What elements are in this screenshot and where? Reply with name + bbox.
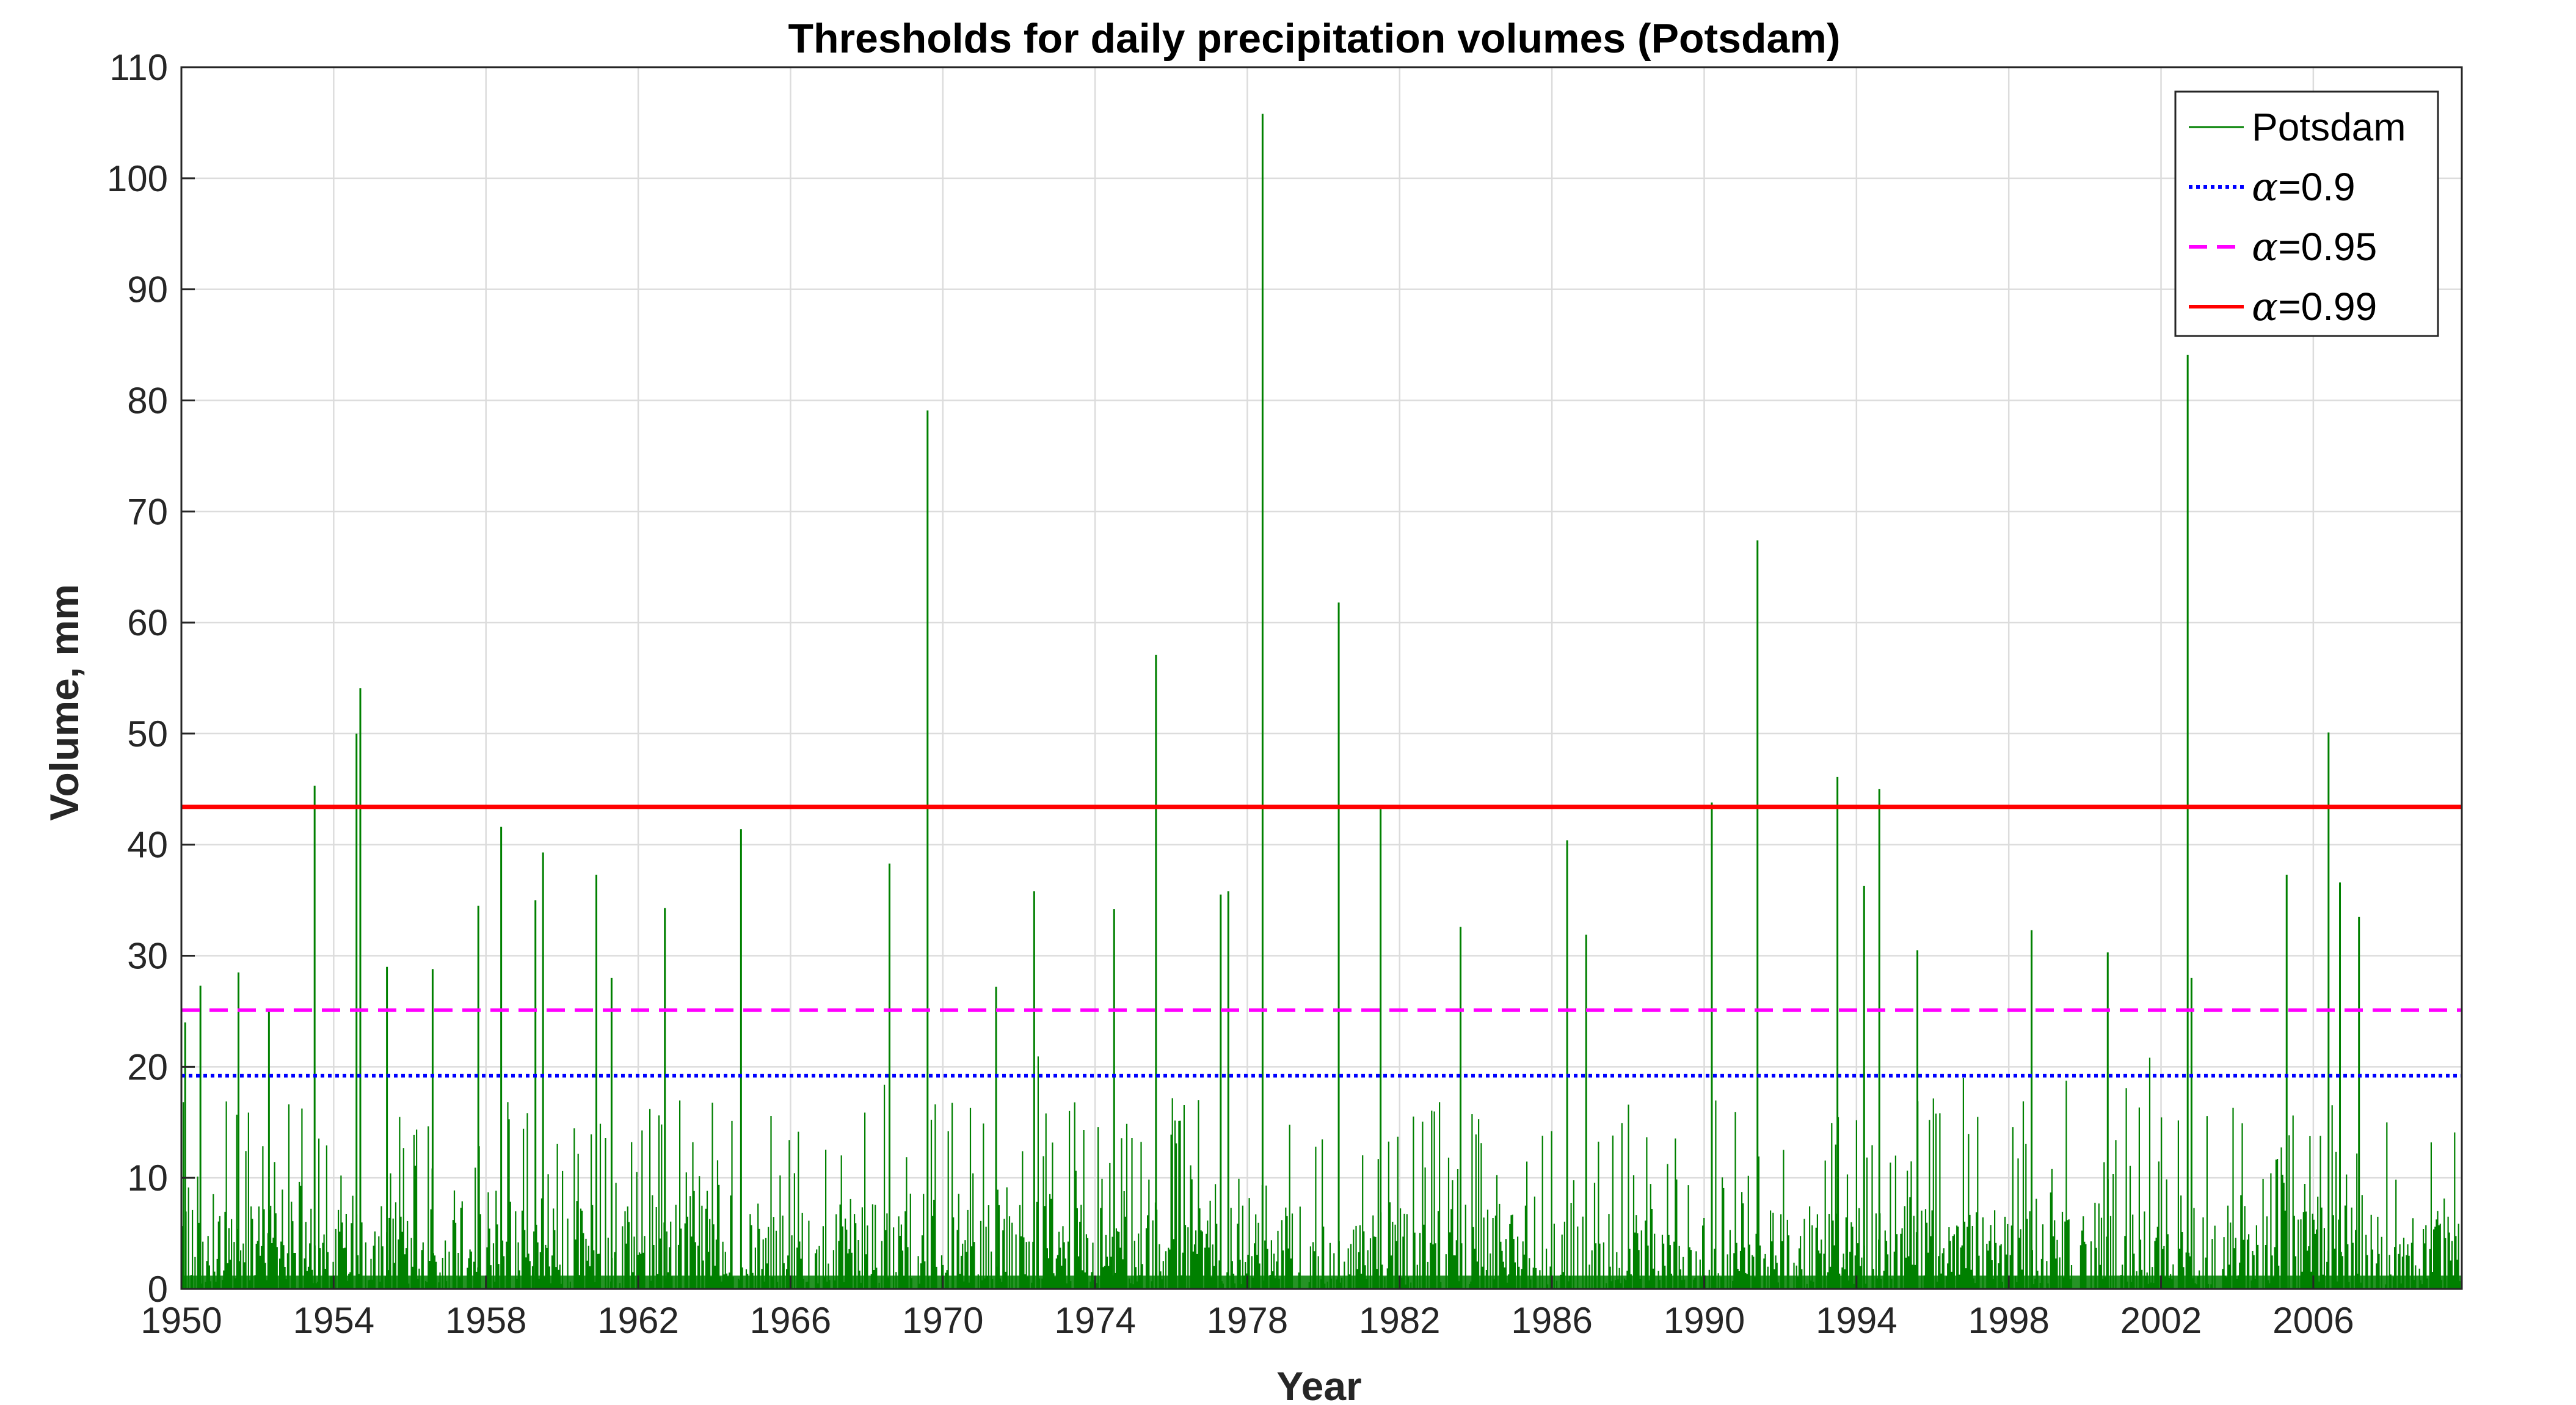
x-tick-label: 1950 <box>140 1300 222 1341</box>
plot-background <box>181 67 2462 1289</box>
legend-entry-3: α=0.99 <box>2252 285 2377 330</box>
x-axis-ticks: 1950 1954 1958 1962 1966 1970 1974 1978 1982 1986… <box>140 1275 2354 1341</box>
potsdam-base-fill <box>181 1275 2462 1289</box>
x-tick-label: 1998 <box>1968 1300 2049 1341</box>
legend-box <box>2174 90 2439 337</box>
y-tick-label: 110 <box>109 47 168 88</box>
x-tick-label: 1954 <box>293 1300 374 1341</box>
legend-entry-0: Potsdam <box>2252 105 2406 149</box>
y-tick-label: 20 <box>127 1046 168 1087</box>
x-tick-label: 1962 <box>597 1300 679 1341</box>
y-tick-label: 80 <box>127 380 168 421</box>
x-axis-label: Year <box>1276 1363 1361 1405</box>
x-tick-label: 1982 <box>1359 1300 1440 1341</box>
x-tick-label: 2002 <box>2120 1300 2202 1341</box>
legend-alpha-symbol: α <box>2252 285 2278 330</box>
plot-area: 1950 1954 1958 1962 1966 1970 1974 1978 1982 1986… <box>107 47 2463 1341</box>
y-tick-label: 10 <box>127 1158 168 1199</box>
x-tick-label: 1974 <box>1054 1300 1135 1341</box>
legend-value-text: =0.9 <box>2278 165 2355 209</box>
y-axis-ticks: 0 10 20 30 40 50 60 70 80 90 100 110 <box>107 47 195 1310</box>
y-tick-label: 0 <box>148 1269 168 1310</box>
y-axis-label: Volume, mm <box>42 584 87 821</box>
legend-entry-2: α=0.95 <box>2252 225 2377 270</box>
plot-frame <box>180 66 2463 1290</box>
y-tick-label: 30 <box>127 936 168 977</box>
x-tick-label: 1958 <box>445 1300 526 1341</box>
x-tick-label: 1990 <box>1664 1300 1745 1341</box>
grid <box>180 66 2462 1290</box>
legend-alpha-symbol: α <box>2252 225 2278 270</box>
y-tick-label: 90 <box>127 269 168 310</box>
x-tick-label: 1966 <box>750 1300 831 1341</box>
legend-value-text: =0.95 <box>2278 225 2377 269</box>
threshold-lines <box>181 805 2462 1078</box>
y-tick-label: 60 <box>127 602 168 643</box>
y-tick-label: 70 <box>127 491 168 532</box>
chart-title: Thresholds for daily precipitation volum… <box>788 15 1841 62</box>
legend-alpha-symbol: α <box>2252 165 2278 210</box>
x-tick-label: 2006 <box>2272 1300 2354 1341</box>
y-tick-label: 100 <box>107 158 168 199</box>
legend-value-text: =0.99 <box>2278 285 2377 329</box>
y-tick-label: 50 <box>127 713 168 754</box>
legend-entry-1: α=0.9 <box>2252 165 2356 210</box>
y-tick-label: 40 <box>127 825 168 866</box>
x-tick-label: 1978 <box>1207 1300 1288 1341</box>
x-tick-label: 1970 <box>902 1300 983 1341</box>
x-tick-label: 1986 <box>1511 1300 1592 1341</box>
series-potsdam <box>181 114 2462 1289</box>
x-tick-label: 1994 <box>1816 1300 1897 1341</box>
